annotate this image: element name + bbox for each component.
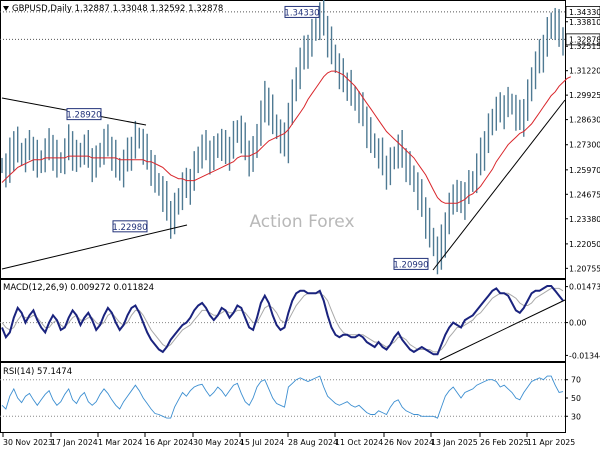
price-annotation: 1.22980 <box>112 220 148 233</box>
x-tick-label: 15 Jul 2024 <box>240 438 284 447</box>
x-tick-label: 11 Apr 2025 <box>527 438 575 447</box>
macd-line <box>1 285 564 356</box>
macd-signal-line <box>1 287 564 353</box>
rsi-line <box>1 375 564 419</box>
annotation-label: 1.28920 <box>66 111 101 121</box>
price-tick-label: 1.23380 <box>569 215 600 224</box>
price-tick-label: 1.25970 <box>569 166 600 175</box>
price-header-text: GBPUSD,Daily 1.32887 1.33048 1.32592 1.3… <box>12 4 223 14</box>
price-tick-label: 1.32878 <box>569 35 600 44</box>
rising-trendline <box>432 99 566 271</box>
price-tick-label: 1.32515 <box>569 42 600 51</box>
x-tick-label: 28 Aug 2024 <box>288 438 338 447</box>
price-tick-label: 1.27300 <box>569 141 600 150</box>
x-tick-label: 16 Apr 2024 <box>145 438 193 447</box>
x-tick-label: 26 Feb 2025 <box>480 438 529 447</box>
price-tick-label: 1.20755 <box>569 264 600 273</box>
annotation-label: 1.22980 <box>112 223 147 233</box>
price-annotation: 1.20990 <box>393 257 429 270</box>
x-tick-label: 26 Nov 2024 <box>384 438 434 447</box>
watermark: Action Forex <box>249 212 354 232</box>
annotation-label: 1.34330 <box>284 8 319 18</box>
macd-tick-label: 0.014734 <box>569 283 600 292</box>
price-tick-label: 1.22050 <box>569 240 600 249</box>
rsi-tick-label: 50 <box>571 394 581 403</box>
price-tick-label: 1.34330 <box>569 8 600 17</box>
lower-channel-line <box>1 224 188 270</box>
price-tick-label: 1.28630 <box>569 116 600 125</box>
x-tick-label: 13 Jan 2025 <box>431 438 478 447</box>
price-annotation: 1.34330 <box>284 5 320 18</box>
price-tick-label: 1.33810 <box>569 18 600 27</box>
price-tick-label: 1.31220 <box>569 67 600 76</box>
macd-trendline <box>439 299 566 361</box>
rsi-tick-label: 30 <box>571 412 581 421</box>
price-annotation: 1.28920 <box>66 108 102 121</box>
macd-header-text: MACD(12,26,9) 0.009272 0.011824 <box>3 283 154 293</box>
rsi-tick-label: 70 <box>571 376 581 385</box>
x-tick-label: 1 Mar 2024 <box>98 438 143 447</box>
x-tick-label: 30 May 2024 <box>193 438 244 447</box>
price-tag-box <box>565 6 600 18</box>
macd-tick-label: -0.013442 <box>569 351 600 360</box>
rsi-pane-border <box>0 362 566 433</box>
moving-average-line <box>1 70 572 204</box>
header-arrow-icon <box>3 6 9 11</box>
price-header: GBPUSD,Daily 1.32887 1.33048 1.32592 1.3… <box>3 4 223 14</box>
x-tick-label: 11 Oct 2024 <box>335 438 383 447</box>
x-tick-label: 30 Nov 2023 <box>3 438 53 447</box>
macd-tick-label: 0.00 <box>569 319 586 328</box>
x-tick-label: 17 Jan 2024 <box>51 438 98 447</box>
price-tick-label: 1.24675 <box>569 190 600 199</box>
price-tag-box <box>565 33 600 46</box>
annotation-label: 1.20990 <box>393 260 428 270</box>
rsi-header-text: RSI(14) 57.1474 <box>3 367 72 377</box>
price-tick-label: 1.29925 <box>569 91 600 100</box>
